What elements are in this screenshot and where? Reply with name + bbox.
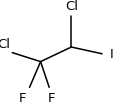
Text: F: F bbox=[48, 92, 55, 105]
Text: F: F bbox=[18, 92, 26, 105]
Text: Cl: Cl bbox=[0, 38, 10, 51]
Text: Cl: Cl bbox=[65, 0, 78, 13]
Text: I: I bbox=[110, 48, 114, 61]
